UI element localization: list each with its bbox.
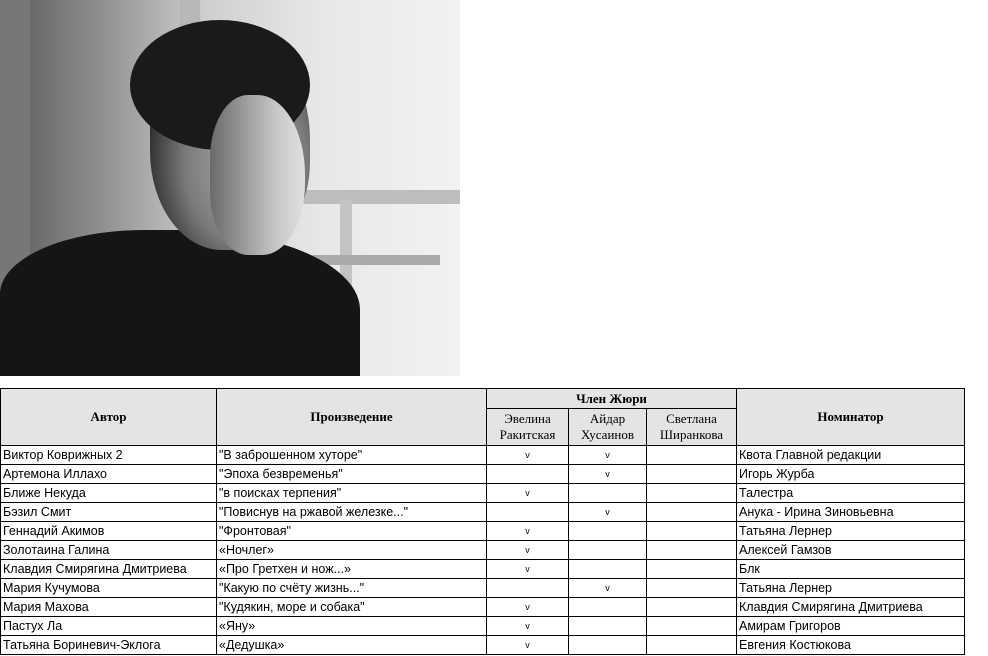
work-cell: "В заброшенном хуторе" bbox=[216, 445, 487, 465]
vote-cell bbox=[646, 521, 737, 541]
author-cell: Виктор Коврижных 2 bbox=[0, 445, 217, 465]
vote-cell bbox=[646, 464, 737, 484]
header-author: Автор bbox=[0, 388, 217, 446]
nominator-cell: Клавдия Смирягина Дмитриева bbox=[736, 597, 965, 617]
author-cell: Татьяна Бориневич-Эклога bbox=[0, 635, 217, 655]
vote-cell bbox=[568, 559, 647, 579]
vote-cell bbox=[646, 635, 737, 655]
author-cell: Геннадий Акимов bbox=[0, 521, 217, 541]
nominator-cell: Талестра bbox=[736, 483, 965, 503]
vote-cell: v bbox=[568, 464, 647, 484]
vote-cell bbox=[568, 483, 647, 503]
vote-cell bbox=[486, 502, 569, 522]
nominator-cell: Татьяна Лернер bbox=[736, 578, 965, 598]
nominator-cell: Евгения Костюкова bbox=[736, 635, 965, 655]
author-cell: Артемона Иллахо bbox=[0, 464, 217, 484]
nominator-cell: Амирам Григоров bbox=[736, 616, 965, 636]
table-row: Татьяна Бориневич-Эклога «Дедушка» v Евгени… bbox=[0, 635, 965, 655]
nominator-cell: Игорь Журба bbox=[736, 464, 965, 484]
vote-cell bbox=[646, 540, 737, 560]
table-row: Золотаина Галина «Ночлег» v Алексей Гамзов bbox=[0, 540, 965, 560]
table-row: Клавдия Смирягина Дмитриева «Про Гретхен … bbox=[0, 559, 965, 579]
vote-cell: v bbox=[486, 483, 569, 503]
table-row: Ближе Некуда "в поисках терпения" v Талестр… bbox=[0, 483, 965, 503]
work-cell: "Повиснув на ржавой железке..." bbox=[216, 502, 487, 522]
header-jury: Член Жюри bbox=[486, 388, 737, 409]
portrait-photo bbox=[0, 0, 460, 376]
author-cell: Пастух Ла bbox=[0, 616, 217, 636]
vote-cell bbox=[568, 540, 647, 560]
vote-cell bbox=[486, 578, 569, 598]
author-cell: Бэзил Смит bbox=[0, 502, 217, 522]
header-jury-member: Светлана Ширанкова bbox=[646, 408, 737, 446]
vote-cell: v bbox=[568, 578, 647, 598]
table-row: Виктор Коврижных 2 "В заброшенном хуторе"… bbox=[0, 445, 965, 465]
work-cell: «Ночлег» bbox=[216, 540, 487, 560]
vote-cell bbox=[568, 635, 647, 655]
vote-cell: v bbox=[568, 502, 647, 522]
header-work: Произведение bbox=[216, 388, 487, 446]
vote-cell: v bbox=[486, 540, 569, 560]
vote-cell bbox=[646, 616, 737, 636]
nominator-cell: Блк bbox=[736, 559, 965, 579]
vote-cell: v bbox=[486, 445, 569, 465]
vote-cell: v bbox=[486, 635, 569, 655]
author-cell: Клавдия Смирягина Дмитриева bbox=[0, 559, 217, 579]
work-cell: "Фронтовая" bbox=[216, 521, 487, 541]
table-row: Геннадий Акимов "Фронтовая" v Татьяна Лерне… bbox=[0, 521, 965, 541]
vote-cell: v bbox=[486, 559, 569, 579]
vote-cell bbox=[646, 502, 737, 522]
nominator-cell: Алексей Гамзов bbox=[736, 540, 965, 560]
author-cell: Золотаина Галина bbox=[0, 540, 217, 560]
vote-cell bbox=[646, 445, 737, 465]
header-jury-member: Айдар Хусаинов bbox=[568, 408, 647, 446]
author-cell: Мария Махова bbox=[0, 597, 217, 617]
work-cell: «Про Гретхен и нож...» bbox=[216, 559, 487, 579]
table-row: Мария Махова "Кудякин, море и собака" v Кла… bbox=[0, 597, 965, 617]
vote-cell: v bbox=[486, 521, 569, 541]
author-cell: Мария Кучумова bbox=[0, 578, 217, 598]
nominator-cell: Татьяна Лернер bbox=[736, 521, 965, 541]
table-row: Бэзил Смит "Повиснув на ржавой железке...… bbox=[0, 502, 965, 522]
vote-cell bbox=[646, 597, 737, 617]
vote-cell: v bbox=[486, 597, 569, 617]
table-row: Артемона Иллахо "Эпоха безвременья" v Игорь… bbox=[0, 464, 965, 484]
work-cell: "в поисках терпения" bbox=[216, 483, 487, 503]
table-row: Пастух Ла «Яну» v Амирам Григоров bbox=[0, 616, 965, 636]
header-jury-member: Эвелина Ракитская bbox=[486, 408, 569, 446]
vote-cell bbox=[646, 578, 737, 598]
nominator-cell: Квота Главной редакции bbox=[736, 445, 965, 465]
vote-cell bbox=[646, 483, 737, 503]
work-cell: «Дедушка» bbox=[216, 635, 487, 655]
work-cell: "Какую по счёту жизнь..." bbox=[216, 578, 487, 598]
vote-cell: v bbox=[486, 616, 569, 636]
work-cell: "Кудякин, море и собака" bbox=[216, 597, 487, 617]
nominator-cell: Анука - Ирина Зиновьевна bbox=[736, 502, 965, 522]
vote-cell bbox=[568, 597, 647, 617]
header-nominator: Номинатор bbox=[736, 388, 965, 446]
results-table: Автор Произведение Член Жюри Номинатор Э… bbox=[0, 388, 965, 655]
vote-cell bbox=[646, 559, 737, 579]
author-cell: Ближе Некуда bbox=[0, 483, 217, 503]
vote-cell bbox=[568, 616, 647, 636]
work-cell: «Яну» bbox=[216, 616, 487, 636]
vote-cell: v bbox=[568, 445, 647, 465]
vote-cell bbox=[486, 464, 569, 484]
vote-cell bbox=[568, 521, 647, 541]
table-row: Мария Кучумова "Какую по счёту жизнь..." v… bbox=[0, 578, 965, 598]
work-cell: "Эпоха безвременья" bbox=[216, 464, 487, 484]
